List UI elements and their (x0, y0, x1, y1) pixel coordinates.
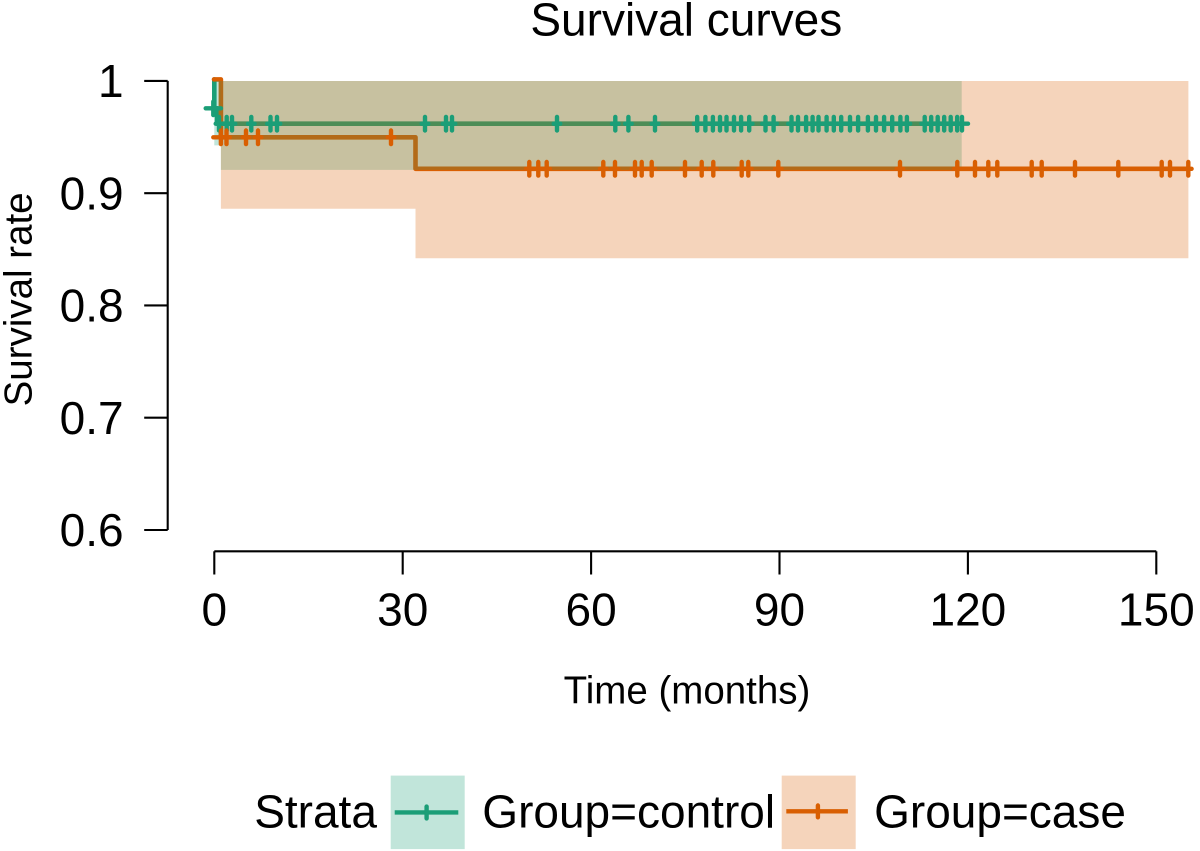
svg-text:Strata: Strata (254, 785, 377, 837)
svg-text:1: 1 (98, 55, 124, 107)
svg-text:0.6: 0.6 (60, 504, 124, 556)
svg-text:Time (months): Time (months) (564, 670, 811, 713)
svg-text:0.9: 0.9 (60, 167, 124, 219)
svg-text:0: 0 (202, 584, 228, 636)
svg-text:90: 90 (754, 584, 805, 636)
svg-text:Group=control: Group=control (482, 785, 775, 837)
svg-text:150: 150 (1118, 584, 1195, 636)
svg-text:60: 60 (566, 584, 617, 636)
svg-text:30: 30 (377, 584, 428, 636)
svg-text:120: 120 (930, 584, 1007, 636)
svg-text:0.7: 0.7 (60, 392, 124, 444)
svg-text:Survival curves: Survival curves (530, 0, 842, 45)
svg-text:Survival rate: Survival rate (0, 192, 41, 406)
svg-text:Group=case: Group=case (874, 785, 1126, 837)
svg-text:0.8: 0.8 (60, 280, 124, 332)
